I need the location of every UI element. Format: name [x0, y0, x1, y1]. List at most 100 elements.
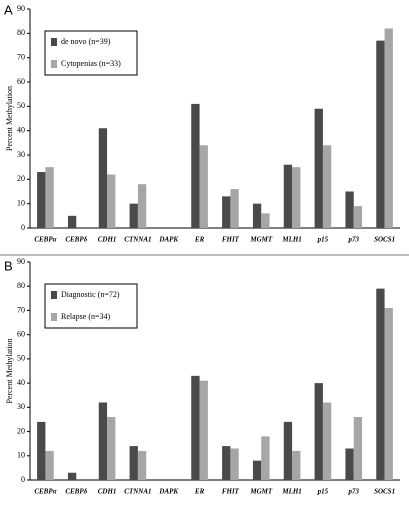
bar	[314, 383, 323, 480]
x-tick-label: MLH1	[281, 488, 301, 496]
bar	[222, 196, 231, 228]
x-tick-label: p15	[317, 488, 329, 496]
bar	[376, 40, 385, 229]
y-tick-label: 90	[17, 257, 25, 266]
bar	[37, 421, 46, 480]
x-tick-label: p15	[317, 236, 329, 244]
bar	[376, 288, 385, 480]
x-tick-label: CEBPα	[34, 488, 56, 496]
y-tick-label: 60	[17, 329, 25, 338]
bar	[283, 421, 293, 480]
bar	[292, 167, 301, 228]
bar	[353, 417, 363, 480]
legend-label: de novo (n=39)	[61, 37, 111, 46]
x-tick-label: SOCS1	[374, 236, 395, 244]
y-tick-label: 70	[17, 52, 25, 61]
panel-label: B	[4, 258, 13, 273]
bar	[252, 203, 262, 228]
y-tick-label: 50	[17, 101, 25, 110]
legend-box	[44, 30, 138, 76]
bar	[230, 448, 239, 480]
legend-swatch	[51, 38, 57, 46]
bar	[345, 191, 354, 228]
bar	[199, 380, 208, 480]
x-tick-label: CTNNA1	[124, 236, 151, 244]
x-tick-label: p73	[348, 236, 360, 244]
y-tick-label: 0	[21, 475, 25, 484]
x-tick-label: CEBPδ	[65, 236, 87, 244]
bar	[230, 189, 239, 228]
bar	[199, 145, 208, 228]
bar	[129, 203, 138, 228]
y-tick-label: 50	[17, 354, 25, 363]
bar	[345, 448, 354, 480]
legend-swatch	[51, 291, 57, 299]
bar	[107, 174, 116, 228]
x-tick-label: ER	[194, 488, 205, 496]
y-tick-label: 20	[17, 174, 25, 183]
bar	[191, 375, 200, 480]
legend-box	[44, 283, 138, 329]
bar	[67, 472, 77, 480]
bar	[67, 215, 77, 228]
legend-label: Relapse (n=34)	[61, 312, 111, 321]
bar	[261, 213, 270, 228]
bar	[261, 436, 270, 480]
bar	[322, 402, 332, 480]
x-tick-label: MLH1	[281, 236, 301, 244]
y-tick-label: 20	[17, 426, 25, 435]
y-tick-label: 90	[17, 4, 25, 13]
x-tick-label: DAPK	[158, 236, 179, 244]
bar	[384, 308, 393, 480]
bar	[98, 128, 108, 228]
legend-label: Cytopenias (n=33)	[61, 59, 121, 68]
x-tick-label: CEBPδ	[65, 488, 87, 496]
bar	[98, 402, 108, 480]
x-tick-label: MGMT	[249, 236, 273, 244]
bar	[37, 172, 46, 228]
bar	[222, 446, 231, 480]
bar	[322, 145, 332, 228]
x-tick-label: DAPK	[158, 488, 179, 496]
bar	[191, 103, 200, 228]
x-tick-label: CTNNA1	[124, 488, 151, 496]
y-tick-label: 80	[17, 28, 25, 37]
panel-label: A	[4, 2, 13, 17]
bar	[45, 450, 54, 480]
y-tick-label: 70	[17, 305, 25, 314]
bar	[353, 206, 363, 228]
x-tick-label: SOCS1	[374, 488, 395, 496]
y-tick-label: 80	[17, 281, 25, 290]
y-axis-title: Percent Methylation	[5, 338, 14, 403]
bar	[252, 460, 262, 480]
bar	[137, 184, 147, 228]
y-tick-label: 60	[17, 77, 25, 86]
x-tick-label: CDH1	[98, 236, 117, 244]
legend-swatch	[51, 60, 57, 68]
y-tick-label: 0	[21, 223, 25, 232]
bar	[45, 167, 54, 228]
bar	[314, 108, 323, 228]
x-tick-label: CDH1	[98, 488, 117, 496]
x-tick-label: p73	[348, 488, 360, 496]
y-tick-label: 30	[17, 402, 25, 411]
y-tick-label: 10	[17, 198, 25, 207]
x-tick-label: ER	[194, 236, 205, 244]
bar	[283, 164, 293, 228]
x-tick-label: CEBPα	[34, 236, 56, 244]
legend-label: Diagnostic (n=72)	[61, 290, 120, 299]
x-tick-label: FHIT	[222, 236, 240, 244]
bar	[292, 450, 301, 480]
y-axis-title: Percent Methylation	[5, 86, 14, 151]
bar	[384, 28, 393, 228]
legend-swatch	[51, 313, 57, 321]
y-tick-label: 40	[17, 125, 25, 134]
y-tick-label: 30	[17, 150, 25, 159]
x-tick-label: MGMT	[249, 488, 273, 496]
bar	[137, 450, 147, 480]
bar	[129, 446, 138, 480]
bar	[107, 417, 116, 480]
x-tick-label: FHIT	[222, 488, 240, 496]
y-tick-label: 10	[17, 451, 25, 460]
